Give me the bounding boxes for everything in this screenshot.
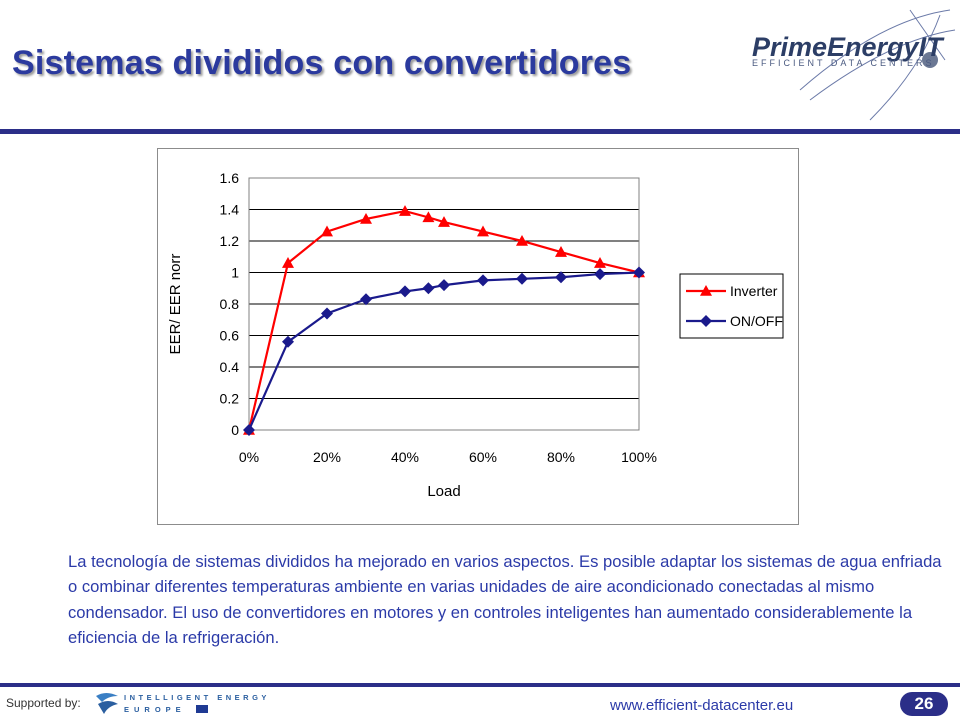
inverter-point [477, 225, 489, 237]
y-tick-label: 1.6 [220, 170, 240, 186]
intelligent-energy-europe-logo: INTELLIGENT ENERGY EUROPE [96, 693, 269, 714]
supported-by-label: Supported by: [6, 696, 81, 710]
onoff-point [422, 282, 435, 295]
footer-divider [0, 683, 960, 687]
inverter-point [555, 246, 567, 257]
x-tick-label: 40% [391, 449, 419, 465]
x-tick-label: 100% [621, 449, 657, 465]
y-tick-label: 0 [231, 422, 239, 438]
onoff-point [438, 279, 450, 292]
inverter-point [516, 235, 528, 246]
logo-subtext: EFFICIENT DATA CENTERS [752, 58, 935, 68]
onoff-point [516, 272, 528, 285]
legend-box [679, 273, 784, 339]
y-tick-label: 1 [231, 265, 239, 281]
onoff-point [700, 315, 712, 327]
onoff-point [243, 424, 255, 436]
y-tick-label: 0.6 [220, 328, 240, 344]
ie-swirl-icon [96, 693, 118, 714]
logo-swoosh [799, 9, 956, 121]
y-tick-label: 0.8 [220, 296, 240, 312]
slide-title: Sistemas divididos con convertidores [12, 44, 632, 82]
onoff-point [633, 266, 645, 279]
plot-area [248, 177, 640, 431]
y-tick-label: 0.2 [220, 391, 240, 407]
y-tick-label: 0.4 [220, 359, 240, 375]
onoff-point [321, 307, 333, 320]
x-tick-label: 0% [239, 449, 259, 465]
inverter-point [438, 216, 450, 227]
legend-label: Inverter [730, 283, 778, 299]
x-axis-label: Load [427, 483, 460, 500]
onoff-point [360, 293, 372, 306]
onoff-series-line [247, 271, 640, 431]
y-axis-label: EER/ EER norr [167, 254, 184, 355]
onoff-point [477, 274, 489, 287]
onoff-point [555, 271, 567, 284]
inverter-point [700, 285, 712, 296]
eu-flag-icon [196, 705, 208, 713]
primeenergyit-logo [799, 9, 956, 121]
title-divider [0, 129, 960, 134]
legend-label: ON/OFF [730, 313, 783, 329]
x-tick-label: 20% [313, 449, 341, 465]
eer-load-chart: 0 0.2 0.4 0.6 0.8 1 1.2 1.4 1.6 0% 20% 40% 60% 80% 100… [167, 170, 784, 500]
y-tick-label: 1.2 [220, 233, 240, 249]
footer-url[interactable]: www.efficient-datacenter.eu [610, 697, 794, 714]
onoff-point [282, 335, 294, 348]
logo-text: PrimeEnergyIT [752, 32, 943, 62]
inverter-point [360, 212, 372, 224]
onoff-point [594, 268, 606, 281]
sponsor-line1: INTELLIGENT ENERGY [124, 693, 269, 702]
inverter-series-line [247, 209, 640, 431]
inverter-point [282, 257, 294, 268]
sponsor-line2: EUROPE [124, 705, 186, 714]
y-tick-label: 1.4 [220, 202, 240, 218]
page-number: 26 [900, 692, 948, 716]
inverter-point [321, 225, 333, 237]
onoff-point [399, 285, 411, 298]
inverter-point [399, 205, 411, 216]
inverter-point [594, 257, 606, 268]
x-tick-label: 60% [469, 449, 497, 465]
body-paragraph: La tecnología de sistemas divididos ha m… [68, 552, 942, 647]
chart-frame: 0 0.2 0.4 0.6 0.8 1 1.2 1.4 1.6 0% 20% 40% 60% 80% 100… [157, 148, 799, 525]
x-tick-label: 80% [547, 449, 575, 465]
inverter-point [422, 211, 435, 223]
